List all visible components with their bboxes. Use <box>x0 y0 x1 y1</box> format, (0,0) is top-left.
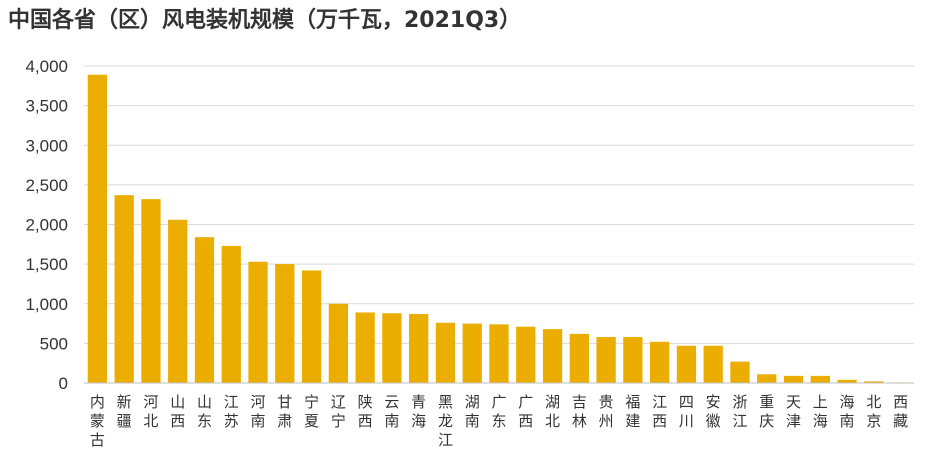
category-label: 河北 <box>143 393 158 430</box>
bar-北京 <box>864 381 884 383</box>
bar-广东 <box>489 324 509 383</box>
category-label: 北京 <box>866 393 881 430</box>
category-label: 安徽 <box>706 393 721 430</box>
y-tick-label: 500 <box>40 334 68 353</box>
bar-湖北 <box>542 329 563 383</box>
bar-山东 <box>194 237 215 383</box>
category-labels: 内蒙古新疆河北山西山东江苏河南甘肃宁夏辽宁陕西云南青海黑龙江湖南广东广西湖北吉林… <box>90 393 908 449</box>
bar-吉林 <box>569 333 589 383</box>
bar-河北 <box>141 199 161 383</box>
bar-山西 <box>168 219 188 383</box>
bar-安徽 <box>703 345 723 383</box>
category-label: 广东 <box>491 393 506 430</box>
category-label: 四川 <box>679 393 694 430</box>
y-tick-label: 1,000 <box>25 295 68 314</box>
category-label: 湖北 <box>545 393 560 430</box>
bar-湖南 <box>462 323 482 383</box>
category-label: 青海 <box>411 393 426 430</box>
category-label: 云南 <box>384 393 399 430</box>
category-label: 西藏 <box>893 393 908 430</box>
category-label: 福建 <box>625 393 640 430</box>
bar-辽宁 <box>328 303 348 383</box>
category-label: 重庆 <box>759 393 774 430</box>
category-label: 黑龙江 <box>438 393 453 449</box>
bar-黑龙江 <box>435 322 456 383</box>
category-label: 甘肃 <box>277 393 292 430</box>
bar-陕西 <box>355 312 375 383</box>
category-label: 贵州 <box>599 393 614 430</box>
bar-四川 <box>676 345 697 383</box>
y-tick-label: 3,000 <box>25 136 68 155</box>
category-label: 天津 <box>786 393 801 430</box>
bar-重庆 <box>757 374 777 383</box>
bar-宁夏 <box>301 270 322 383</box>
chart-title: 中国各省（区）风电装机规模（万千瓦，2021Q3） <box>8 8 522 33</box>
y-tick-label: 3,500 <box>25 97 68 116</box>
bar-上海 <box>810 375 830 383</box>
bar-浙江 <box>730 361 750 383</box>
category-label: 浙江 <box>732 393 747 430</box>
category-label: 吉林 <box>572 393 587 430</box>
category-label: 广西 <box>518 393 533 430</box>
bars <box>87 74 911 383</box>
y-tick-label: 4,000 <box>25 57 68 76</box>
bar-海南 <box>837 379 857 383</box>
bar-甘肃 <box>275 264 295 383</box>
category-label: 新疆 <box>117 393 132 430</box>
bar-江西 <box>650 341 670 383</box>
category-label: 海南 <box>840 393 855 430</box>
bar-河南 <box>248 261 268 383</box>
y-tick-label: 2,500 <box>25 176 68 195</box>
bar-内蒙古 <box>87 74 108 383</box>
category-label: 宁夏 <box>304 393 319 430</box>
bar-云南 <box>382 313 402 383</box>
category-label: 湖南 <box>465 393 480 430</box>
category-label: 山西 <box>170 393 185 430</box>
category-label: 辽宁 <box>331 393 346 430</box>
bar-青海 <box>409 314 429 383</box>
y-tick-label: 1,500 <box>25 255 68 274</box>
category-label: 山东 <box>197 393 212 430</box>
category-label: 上海 <box>813 393 828 430</box>
y-tick-labels: 0 500 1,000 1,500 2,000 2,500 3,000 3,500 4,000 <box>25 57 68 393</box>
bar-江苏 <box>221 245 241 383</box>
category-label: 江苏 <box>224 393 239 430</box>
y-tick-label: 2,000 <box>25 216 68 235</box>
bar-福建 <box>623 337 643 383</box>
category-label: 河南 <box>251 393 266 430</box>
bar-新疆 <box>114 195 134 383</box>
category-label: 江西 <box>652 393 667 430</box>
bar-天津 <box>783 375 804 383</box>
category-label: 内蒙古 <box>90 393 105 449</box>
category-label: 陕西 <box>358 393 373 430</box>
bar-贵州 <box>596 337 616 383</box>
y-tick-label: 0 <box>59 374 68 393</box>
bar-广西 <box>516 326 536 383</box>
